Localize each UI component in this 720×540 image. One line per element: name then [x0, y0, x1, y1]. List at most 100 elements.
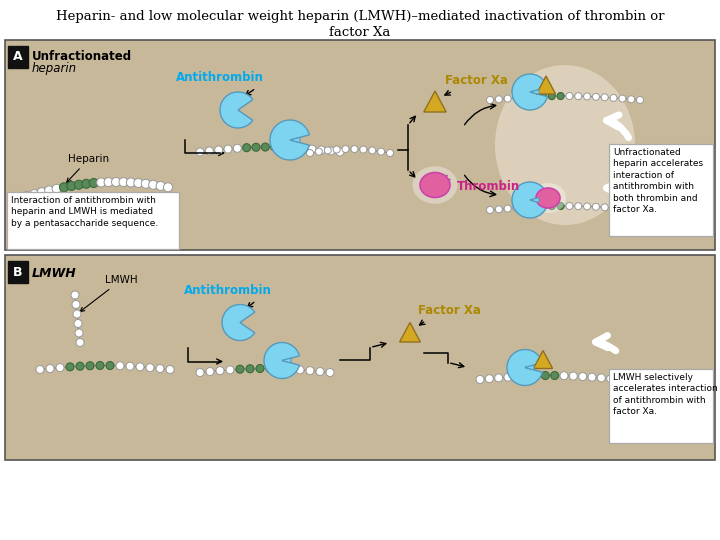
Wedge shape	[512, 74, 547, 110]
Circle shape	[628, 96, 634, 103]
Circle shape	[601, 204, 608, 211]
Wedge shape	[220, 92, 253, 128]
Circle shape	[513, 373, 521, 381]
Polygon shape	[534, 350, 553, 368]
Circle shape	[56, 363, 64, 372]
Wedge shape	[530, 198, 539, 202]
Circle shape	[523, 372, 531, 380]
Wedge shape	[507, 349, 542, 386]
Wedge shape	[282, 358, 291, 363]
Circle shape	[485, 375, 493, 383]
Ellipse shape	[536, 188, 560, 208]
Circle shape	[72, 300, 80, 308]
Circle shape	[289, 144, 297, 152]
Circle shape	[126, 178, 135, 187]
Circle shape	[487, 97, 493, 104]
Circle shape	[224, 145, 232, 153]
Circle shape	[583, 203, 590, 210]
Circle shape	[226, 366, 234, 374]
Text: Unfractionated: Unfractionated	[32, 50, 132, 63]
Circle shape	[522, 94, 528, 101]
Circle shape	[112, 178, 120, 186]
Ellipse shape	[530, 183, 566, 213]
Circle shape	[575, 93, 582, 100]
Circle shape	[82, 179, 91, 188]
Circle shape	[548, 93, 555, 100]
Circle shape	[628, 206, 634, 213]
Text: A: A	[13, 51, 23, 64]
Circle shape	[327, 147, 335, 155]
Circle shape	[607, 375, 615, 383]
Circle shape	[73, 310, 81, 318]
Circle shape	[66, 363, 74, 371]
Circle shape	[342, 146, 349, 153]
Text: Factor Xa: Factor Xa	[445, 74, 508, 87]
Circle shape	[106, 361, 114, 369]
Circle shape	[46, 364, 54, 373]
Circle shape	[504, 205, 511, 212]
Circle shape	[74, 320, 82, 327]
Circle shape	[504, 95, 511, 102]
Circle shape	[76, 339, 84, 347]
Circle shape	[60, 183, 68, 192]
Text: Antithrombin: Antithrombin	[176, 71, 264, 84]
Text: B: B	[13, 266, 23, 279]
Circle shape	[280, 143, 288, 151]
Bar	[5, 255, 715, 460]
Circle shape	[74, 180, 84, 189]
Wedge shape	[512, 182, 547, 218]
Bar	[5, 40, 715, 250]
Circle shape	[351, 146, 358, 153]
Text: Antithrombin: Antithrombin	[184, 284, 272, 296]
Circle shape	[360, 146, 366, 153]
Circle shape	[539, 93, 546, 100]
Text: Heparin: Heparin	[67, 154, 109, 183]
Circle shape	[22, 192, 32, 200]
Circle shape	[316, 368, 324, 375]
Polygon shape	[400, 322, 420, 342]
Circle shape	[246, 364, 254, 373]
Circle shape	[307, 150, 313, 157]
Circle shape	[67, 181, 76, 191]
Polygon shape	[424, 91, 446, 112]
Circle shape	[560, 372, 568, 380]
Circle shape	[205, 147, 213, 155]
Circle shape	[541, 372, 549, 380]
Circle shape	[36, 366, 44, 374]
Circle shape	[71, 291, 79, 299]
Circle shape	[37, 188, 46, 197]
Text: LMWH selectively
accelerates interaction
of antithrombin with
factor Xa.: LMWH selectively accelerates interaction…	[613, 373, 718, 416]
Text: Factor Xa: Factor Xa	[418, 305, 481, 318]
Text: LMWH: LMWH	[32, 267, 77, 280]
Circle shape	[299, 144, 307, 152]
Circle shape	[7, 195, 17, 205]
Circle shape	[286, 365, 294, 373]
Circle shape	[324, 147, 331, 154]
Circle shape	[601, 94, 608, 101]
Circle shape	[575, 202, 582, 210]
Text: Heparin- and low molecular weight heparin (LMWH)–mediated inactivation of thromb: Heparin- and low molecular weight hepari…	[55, 10, 665, 23]
Circle shape	[539, 203, 546, 210]
Circle shape	[532, 372, 540, 380]
Circle shape	[610, 94, 617, 102]
Circle shape	[377, 148, 384, 155]
Circle shape	[15, 193, 24, 202]
Text: Interaction of antithrombin with
heparin and LMWH is mediated
by a pentasacchari: Interaction of antithrombin with heparin…	[11, 196, 158, 228]
Circle shape	[141, 179, 150, 188]
Text: heparin: heparin	[32, 62, 77, 75]
Wedge shape	[530, 90, 539, 94]
Circle shape	[513, 94, 520, 102]
Circle shape	[52, 184, 61, 193]
Circle shape	[570, 372, 577, 380]
Circle shape	[579, 373, 587, 381]
Bar	[8, 261, 28, 283]
Circle shape	[557, 92, 564, 99]
Circle shape	[156, 181, 165, 191]
Circle shape	[495, 374, 503, 382]
Circle shape	[266, 364, 274, 373]
Wedge shape	[290, 137, 300, 143]
Circle shape	[504, 373, 512, 381]
Ellipse shape	[413, 166, 457, 204]
Ellipse shape	[495, 65, 635, 225]
Circle shape	[215, 146, 222, 154]
